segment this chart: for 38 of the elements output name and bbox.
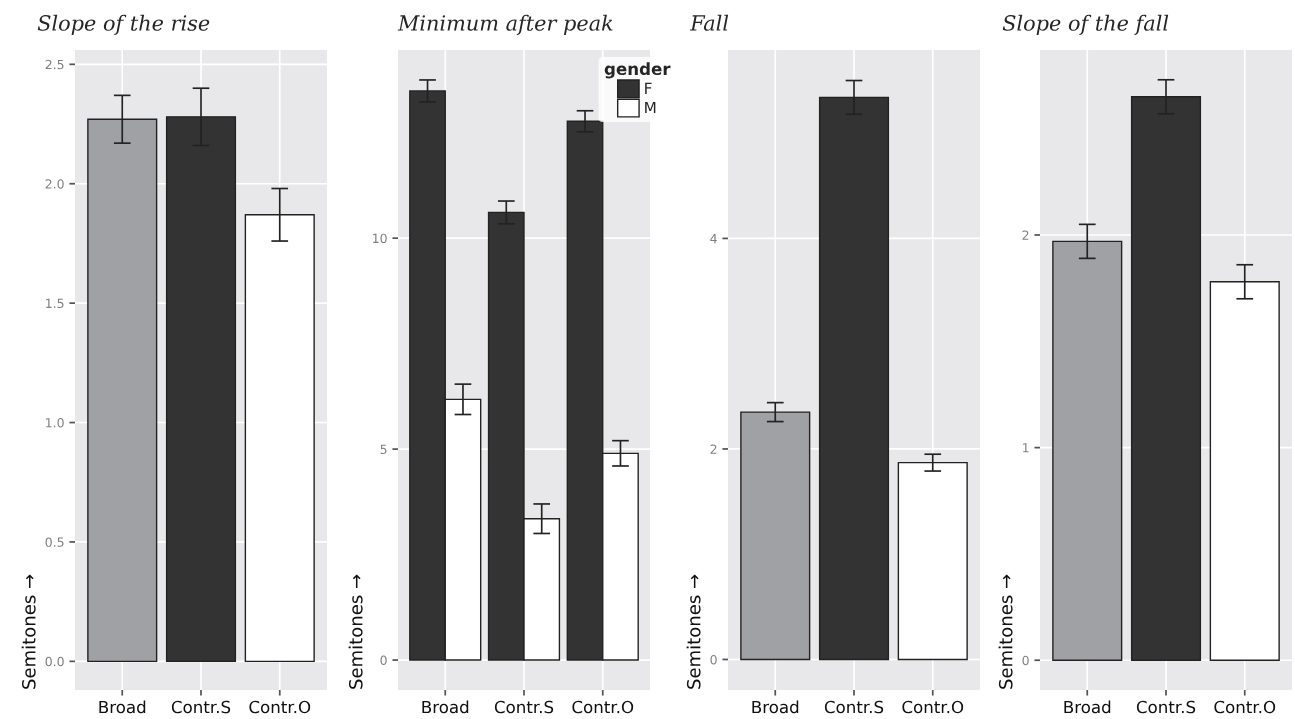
y-axis-title: Semitones → [686, 574, 701, 689]
y-tick-label: 2.5 [45, 59, 64, 70]
x-tick-label: Contr.S [171, 700, 231, 714]
x-tick-label: Contr.S [824, 700, 884, 714]
x-tick-label: Contr.S [494, 700, 554, 714]
x-tick-label: Broad [422, 700, 469, 714]
y-tick-label: 2.0 [45, 179, 64, 189]
y-tick-label: 5 [380, 444, 387, 455]
y-tick-label: 10 [373, 233, 387, 244]
x-tick-label: Broad [99, 700, 146, 714]
x-tick-label: Broad [752, 700, 799, 714]
chart-title: Minimum after peak [397, 14, 613, 35]
y-axis-title: Semitones → [998, 574, 1013, 689]
y-tick-label: 0 [710, 654, 717, 665]
y-tick-label: 1.0 [46, 418, 64, 428]
legend-label: M [645, 101, 656, 114]
x-tick-label: Contr.S [1136, 700, 1196, 714]
y-tick-label: 0 [380, 655, 387, 665]
y-tick-label: 1.5 [46, 298, 64, 309]
x-tick-label: Contr.O [572, 700, 634, 714]
x-tick-label: Contr.O [902, 700, 964, 714]
y-tick-label: 0 [1022, 655, 1029, 666]
y-tick-label: 0.0 [45, 656, 64, 667]
x-tick-label: Broad [1064, 700, 1111, 714]
y-axis-title: Semitones → [348, 574, 363, 689]
legend-label: F [645, 82, 652, 94]
y-tick-label: 2 [1022, 230, 1029, 240]
x-tick-label: Contr.O [249, 700, 311, 714]
chart-title: Slope of the rise [37, 14, 210, 35]
chart-title: Slope of the fall [1002, 14, 1169, 35]
legend-title: gender [604, 62, 671, 79]
x-tick-label: Contr.O [1214, 700, 1276, 714]
y-tick-label: 4 [710, 234, 717, 244]
y-tick-label: 1 [1023, 443, 1029, 453]
y-tick-label: 2 [710, 444, 717, 454]
chart-title: Fall [689, 14, 729, 31]
y-axis-title: Semitones → [21, 574, 36, 689]
y-tick-label: 0.5 [45, 537, 64, 547]
